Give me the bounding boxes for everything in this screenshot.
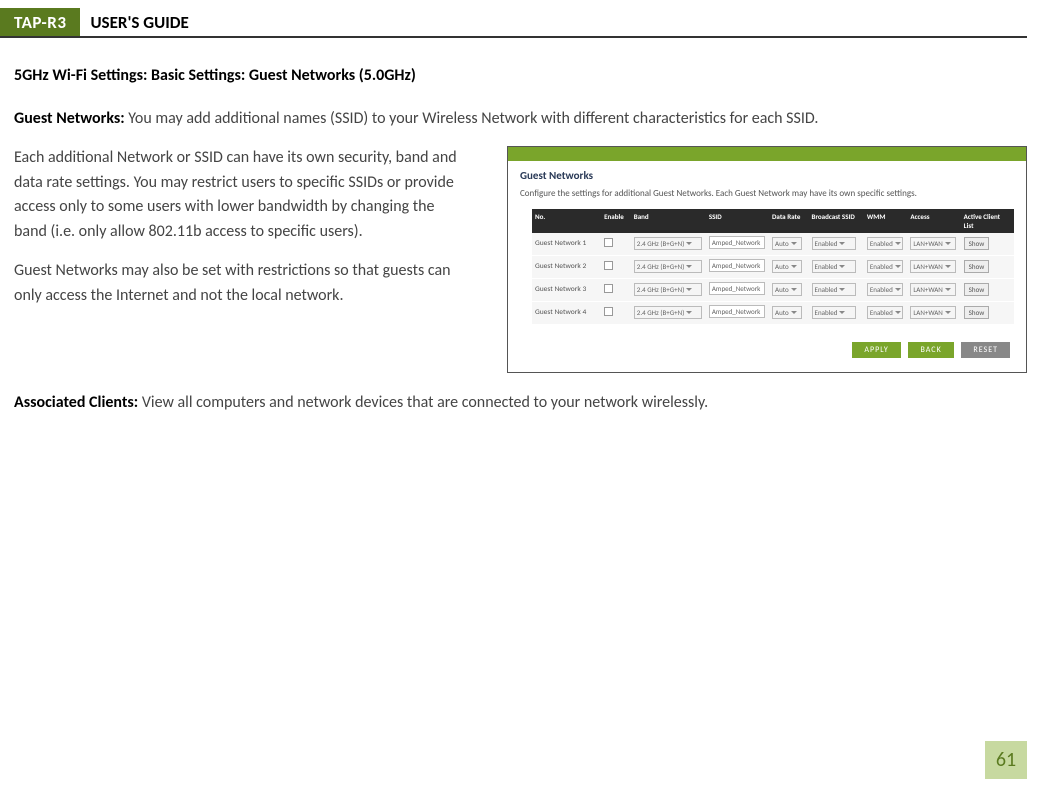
band-select[interactable]: 2.4 GHz (B+G+N) (631, 305, 706, 320)
row-label: Guest Network 1 (532, 238, 601, 249)
guest-network-table: No. Enable Band SSID Data Rate Broadcast… (532, 209, 1014, 324)
band-select[interactable]: 2.4 GHz (B+G+N) (631, 259, 706, 274)
page-content: 5GHz Wi-Fi Settings: Basic Settings: Gue… (0, 38, 1041, 416)
col-header-ssid: SSID (706, 209, 769, 233)
row-label: Guest Network 4 (532, 307, 601, 318)
show-button[interactable]: Show (961, 305, 1014, 320)
wmm-select[interactable]: Enabled (864, 236, 907, 251)
page-number: 61 (985, 741, 1027, 779)
screenshot-heading: Guest Networks (508, 161, 1026, 188)
col-header-enable: Enable (601, 209, 631, 233)
description-paragraph-1: Each additional Network or SSID can have… (14, 146, 469, 245)
enable-checkbox[interactable] (601, 237, 631, 251)
row-label: Guest Network 2 (532, 261, 601, 272)
description-paragraph-2: Guest Networks may also be set with rest… (14, 259, 469, 309)
ssid-input[interactable]: Amped_Network (706, 258, 769, 276)
guest-networks-label: Guest Networks: (14, 109, 128, 128)
back-button[interactable]: BACK (908, 342, 953, 358)
table-row: Guest Network 4 2.4 GHz (B+G+N)Amped_Netw… (532, 302, 1014, 324)
intro-paragraph: Guest Networks: You may add additional n… (14, 107, 1027, 132)
access-select[interactable]: LAN+WAN (907, 236, 960, 251)
table-row: Guest Network 3 2.4 GHz (B+G+N)Amped_Netw… (532, 279, 1014, 301)
wmm-select[interactable]: Enabled (864, 259, 907, 274)
broadcast-select[interactable]: Enabled (809, 259, 864, 274)
guide-title: USER'S GUIDE (80, 8, 188, 36)
wmm-select[interactable]: Enabled (864, 305, 907, 320)
table-row: Guest Network 1 2.4 GHz (B+G+N)Amped_Netw… (532, 233, 1014, 255)
access-select[interactable]: LAN+WAN (907, 259, 960, 274)
broadcast-select[interactable]: Enabled (809, 305, 864, 320)
screenshot-subtext: Configure the settings for additional Gu… (508, 188, 1026, 209)
associated-clients-paragraph: Associated Clients: View all computers a… (14, 391, 1027, 416)
screenshot-button-row: APPLY BACK RESET (508, 334, 1026, 372)
access-select[interactable]: LAN+WAN (907, 282, 960, 297)
rate-select[interactable]: Auto (769, 259, 809, 274)
reset-button[interactable]: RESET (961, 342, 1010, 358)
col-header-broadcast: Broadcast SSID (809, 209, 864, 233)
rate-select[interactable]: Auto (769, 236, 809, 251)
band-select[interactable]: 2.4 GHz (B+G+N) (631, 236, 706, 251)
section-title: 5GHz Wi-Fi Settings: Basic Settings: Gue… (14, 66, 1027, 85)
access-select[interactable]: LAN+WAN (907, 305, 960, 320)
associated-clients-text: View all computers and network devices t… (142, 393, 708, 412)
table-header-row: No. Enable Band SSID Data Rate Broadcast… (532, 209, 1014, 233)
col-header-access: Access (907, 209, 960, 233)
show-button[interactable]: Show (961, 259, 1014, 274)
screenshot-topbar (508, 147, 1026, 161)
row-label: Guest Network 3 (532, 284, 601, 295)
broadcast-select[interactable]: Enabled (809, 282, 864, 297)
col-header-wmm: WMM (864, 209, 907, 233)
show-button[interactable]: Show (961, 236, 1014, 251)
wmm-select[interactable]: Enabled (864, 282, 907, 297)
col-header-band: Band (631, 209, 706, 233)
enable-checkbox[interactable] (601, 260, 631, 274)
col-header-no: No. (532, 209, 601, 233)
band-select[interactable]: 2.4 GHz (B+G+N) (631, 282, 706, 297)
intro-text: You may add additional names (SSID) to y… (128, 109, 818, 128)
ssid-input[interactable]: Amped_Network (706, 281, 769, 299)
rate-select[interactable]: Auto (769, 282, 809, 297)
apply-button[interactable]: APPLY (852, 342, 901, 358)
ssid-input[interactable]: Amped_Network (706, 304, 769, 322)
page-header: TAP-R3 USER'S GUIDE (0, 8, 1027, 38)
product-badge: TAP-R3 (0, 8, 80, 36)
col-header-rate: Data Rate (769, 209, 809, 233)
table-row: Guest Network 2 2.4 GHz (B+G+N)Amped_Netw… (532, 256, 1014, 278)
enable-checkbox[interactable] (601, 306, 631, 320)
ssid-input[interactable]: Amped_Network (706, 235, 769, 253)
col-header-client: Active Client List (961, 209, 1014, 233)
embedded-screenshot: Guest Networks Configure the settings fo… (507, 146, 1027, 373)
enable-checkbox[interactable] (601, 283, 631, 297)
associated-clients-label: Associated Clients: (14, 393, 142, 412)
rate-select[interactable]: Auto (769, 305, 809, 320)
show-button[interactable]: Show (961, 282, 1014, 297)
broadcast-select[interactable]: Enabled (809, 236, 864, 251)
